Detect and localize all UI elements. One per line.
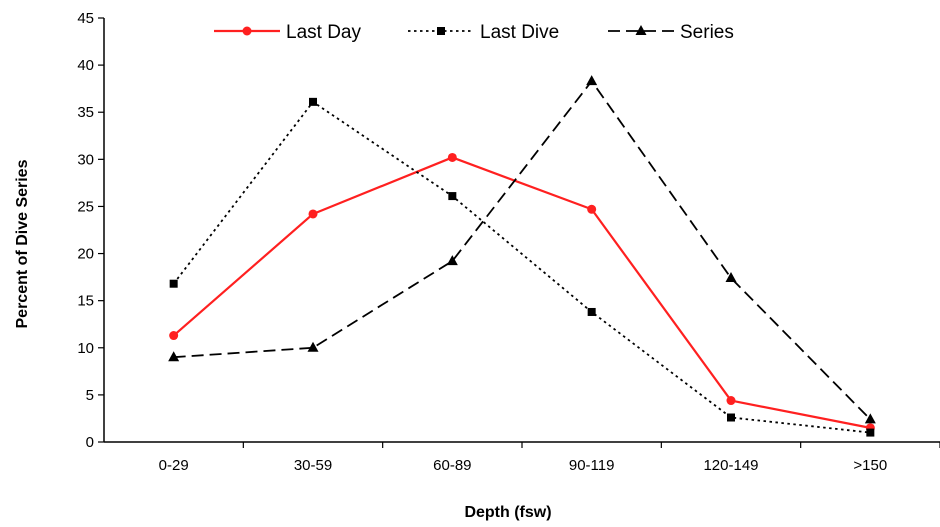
data-point xyxy=(864,413,876,424)
data-point xyxy=(587,204,597,214)
legend-label: Series xyxy=(680,22,734,43)
series-2 xyxy=(169,97,875,437)
legend-label: Last Day xyxy=(286,22,361,43)
series-line xyxy=(172,156,871,429)
series-1 xyxy=(169,152,875,433)
x-axis-title: Depth (fsw) xyxy=(464,504,551,521)
y-tick-label: 30 xyxy=(77,151,94,168)
x-tick-label: >150 xyxy=(853,457,887,474)
series-lines xyxy=(168,75,876,437)
y-tick-label: 0 xyxy=(86,434,94,451)
x-tick-label: 120-149 xyxy=(703,457,758,474)
y-tick-label: 5 xyxy=(86,387,94,404)
data-point xyxy=(586,75,598,86)
x-tick-label: 30-59 xyxy=(294,457,332,474)
data-point xyxy=(307,341,319,352)
legend-item: Series xyxy=(608,22,734,43)
data-point xyxy=(587,307,596,316)
data-point xyxy=(169,331,179,341)
series-line xyxy=(173,80,871,421)
y-tick-label: 35 xyxy=(77,104,94,121)
y-tick-label: 45 xyxy=(77,10,94,27)
legend-label: Last Dive xyxy=(480,22,559,43)
legend-item: Last Day xyxy=(214,22,361,43)
data-point xyxy=(725,272,737,283)
data-point xyxy=(168,351,180,362)
legend-item: Last Dive xyxy=(408,22,559,43)
y-tick-label: 40 xyxy=(77,57,94,74)
x-tick-label: 0-29 xyxy=(159,457,189,474)
axes: 0 5 10 15 20 25 30 35 40 45 0-29 30-59 60-89 90-119 12… xyxy=(77,10,940,474)
y-tick-label: 20 xyxy=(77,246,94,263)
data-point xyxy=(308,209,318,219)
data-point xyxy=(447,152,457,162)
data-point xyxy=(866,428,875,437)
data-point xyxy=(169,279,178,288)
series-line xyxy=(172,100,871,434)
series-3 xyxy=(168,75,876,424)
data-point xyxy=(448,192,457,201)
legend-marker xyxy=(242,26,252,36)
y-tick-label: 25 xyxy=(77,198,94,215)
legend-marker xyxy=(635,25,647,35)
y-axis-title: Percent of Dive Series xyxy=(14,159,31,328)
data-point xyxy=(309,97,317,106)
x-tick-label: 90-119 xyxy=(569,457,615,474)
y-tick-label: 10 xyxy=(77,340,94,357)
y-tick-label: 15 xyxy=(77,293,94,310)
legend: Last Day Last Dive Series xyxy=(214,22,734,43)
data-point xyxy=(446,255,458,266)
x-tick-label: 60-89 xyxy=(433,457,471,474)
data-point xyxy=(726,396,736,406)
legend-marker xyxy=(437,27,445,35)
data-point xyxy=(727,413,735,422)
